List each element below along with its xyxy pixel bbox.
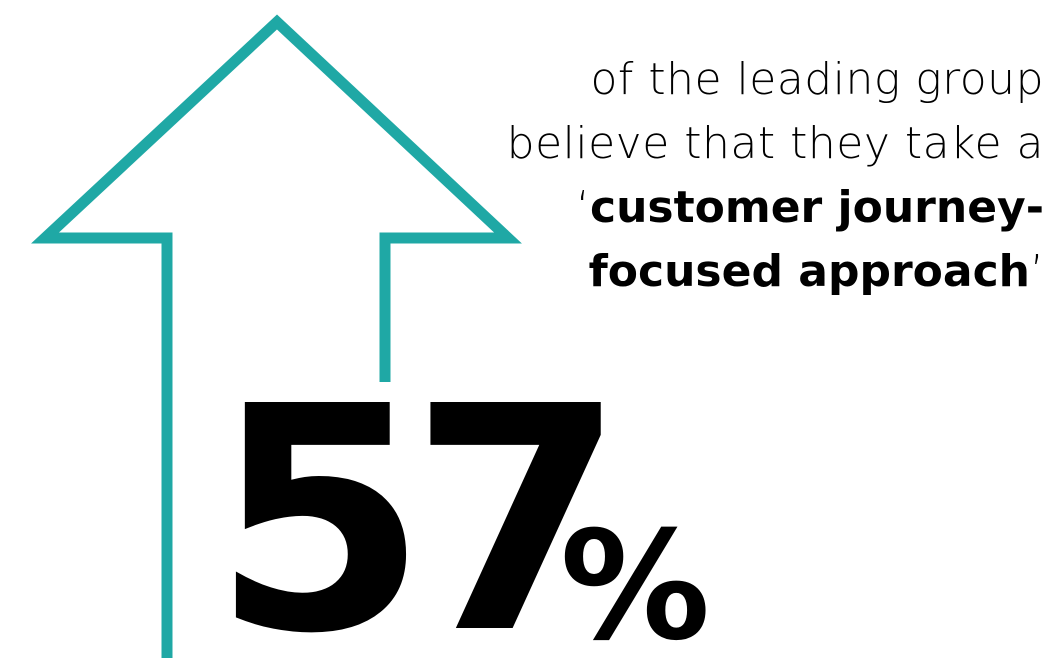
arrow-outline [31,14,522,658]
caption-line-4: focused approach’ [404,240,1044,304]
caption-bold-phrase-1: customer journey- [589,182,1044,233]
caption-line-3: ‘customer journey- [404,176,1044,240]
caption-block: of the leading group believe that they t… [404,48,1044,304]
close-quote: ’ [1030,246,1044,297]
statistic-number: 57 [212,341,625,658]
caption-line-1: of the leading group [590,54,1044,105]
statistic-percent-sign: % [560,500,711,658]
caption-line-2: believe that they take a [506,118,1044,169]
open-quote: ‘ [575,182,590,233]
caption-bold-phrase-2: focused approach [588,246,1030,297]
